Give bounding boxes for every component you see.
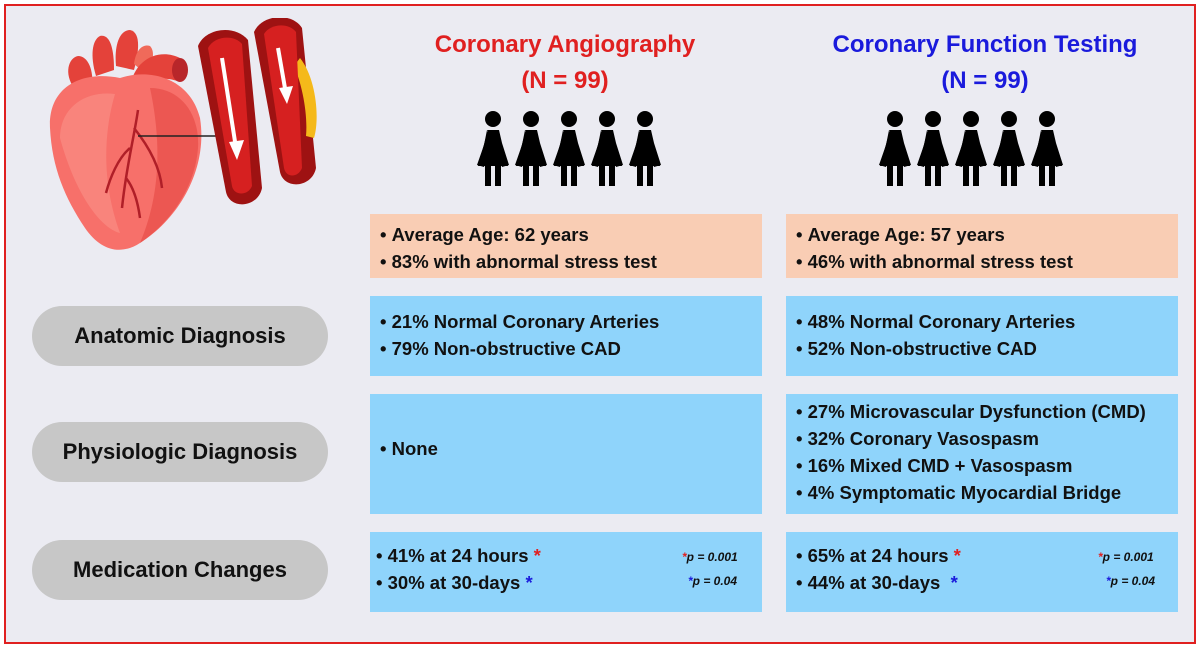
list-item: 41% at 24 hours * (376, 542, 762, 569)
list-item: 21% Normal Coronary Arteries (380, 308, 762, 335)
demographics-box-angiography: Average Age: 62 years 83% with abnormal … (370, 214, 762, 278)
physiologic-box-function-testing: 27% Microvascular Dysfunction (CMD) 32% … (786, 394, 1178, 514)
artery-plaque-icon (254, 18, 317, 185)
function-testing-n: (N = 99) (941, 67, 1029, 94)
anatomic-box-angiography: 21% Normal Coronary Arteries 79% Non-obs… (370, 296, 762, 376)
women-figures-function-testing (879, 111, 1063, 186)
significance-star: * (525, 572, 533, 593)
women-figures-angiography (477, 111, 661, 186)
p-value: *p = 0.04 (688, 574, 738, 588)
list-item: 32% Coronary Vasospasm (796, 425, 1178, 452)
p-value: *p = 0.001 (1098, 550, 1154, 564)
significance-star: * (533, 545, 541, 566)
medication-box-function-testing: 65% at 24 hours * 44% at 30-days * *p = … (786, 532, 1178, 612)
list-item: 4% Symptomatic Myocardial Bridge (796, 479, 1178, 506)
list-item: 44% at 30-days * (796, 569, 1178, 596)
list-item: Average Age: 57 years (796, 221, 1178, 248)
p-value: *p = 0.04 (1106, 574, 1156, 588)
list-item: None (380, 435, 762, 462)
list-item: 52% Non-obstructive CAD (796, 335, 1178, 362)
angiography-title: Coronary Angiography (434, 31, 696, 58)
demographics-box-function-testing: Average Age: 57 years 46% with abnormal … (786, 214, 1178, 278)
list-item: 79% Non-obstructive CAD (380, 335, 762, 362)
list-item: 65% at 24 hours * (796, 542, 1178, 569)
artery-normal-icon (198, 29, 262, 205)
list-item: 16% Mixed CMD + Vasospasm (796, 452, 1178, 479)
list-item: 30% at 30-days * (376, 569, 762, 596)
medication-box-angiography: 41% at 24 hours * 30% at 30-days * *p = … (370, 532, 762, 612)
p-value: *p = 0.001 (682, 550, 738, 564)
physiologic-box-angiography: None (370, 394, 762, 514)
angiography-n: (N = 99) (521, 67, 609, 94)
list-item: 83% with abnormal stress test (380, 248, 762, 275)
heart-illustration (49, 18, 317, 250)
row-label-medication: Medication Changes (32, 540, 328, 600)
row-label-physiologic: Physiologic Diagnosis (32, 422, 328, 482)
list-item: Average Age: 62 years (380, 221, 762, 248)
list-item: 48% Normal Coronary Arteries (796, 308, 1178, 335)
list-item: 46% with abnormal stress test (796, 248, 1178, 275)
significance-star: * (953, 545, 961, 566)
anatomic-box-function-testing: 48% Normal Coronary Arteries 52% Non-obs… (786, 296, 1178, 376)
row-label-anatomic: Anatomic Diagnosis (32, 306, 328, 366)
significance-star: * (950, 572, 958, 593)
function-testing-title: Coronary Function Testing (832, 31, 1138, 58)
list-item: 27% Microvascular Dysfunction (CMD) (796, 398, 1178, 425)
